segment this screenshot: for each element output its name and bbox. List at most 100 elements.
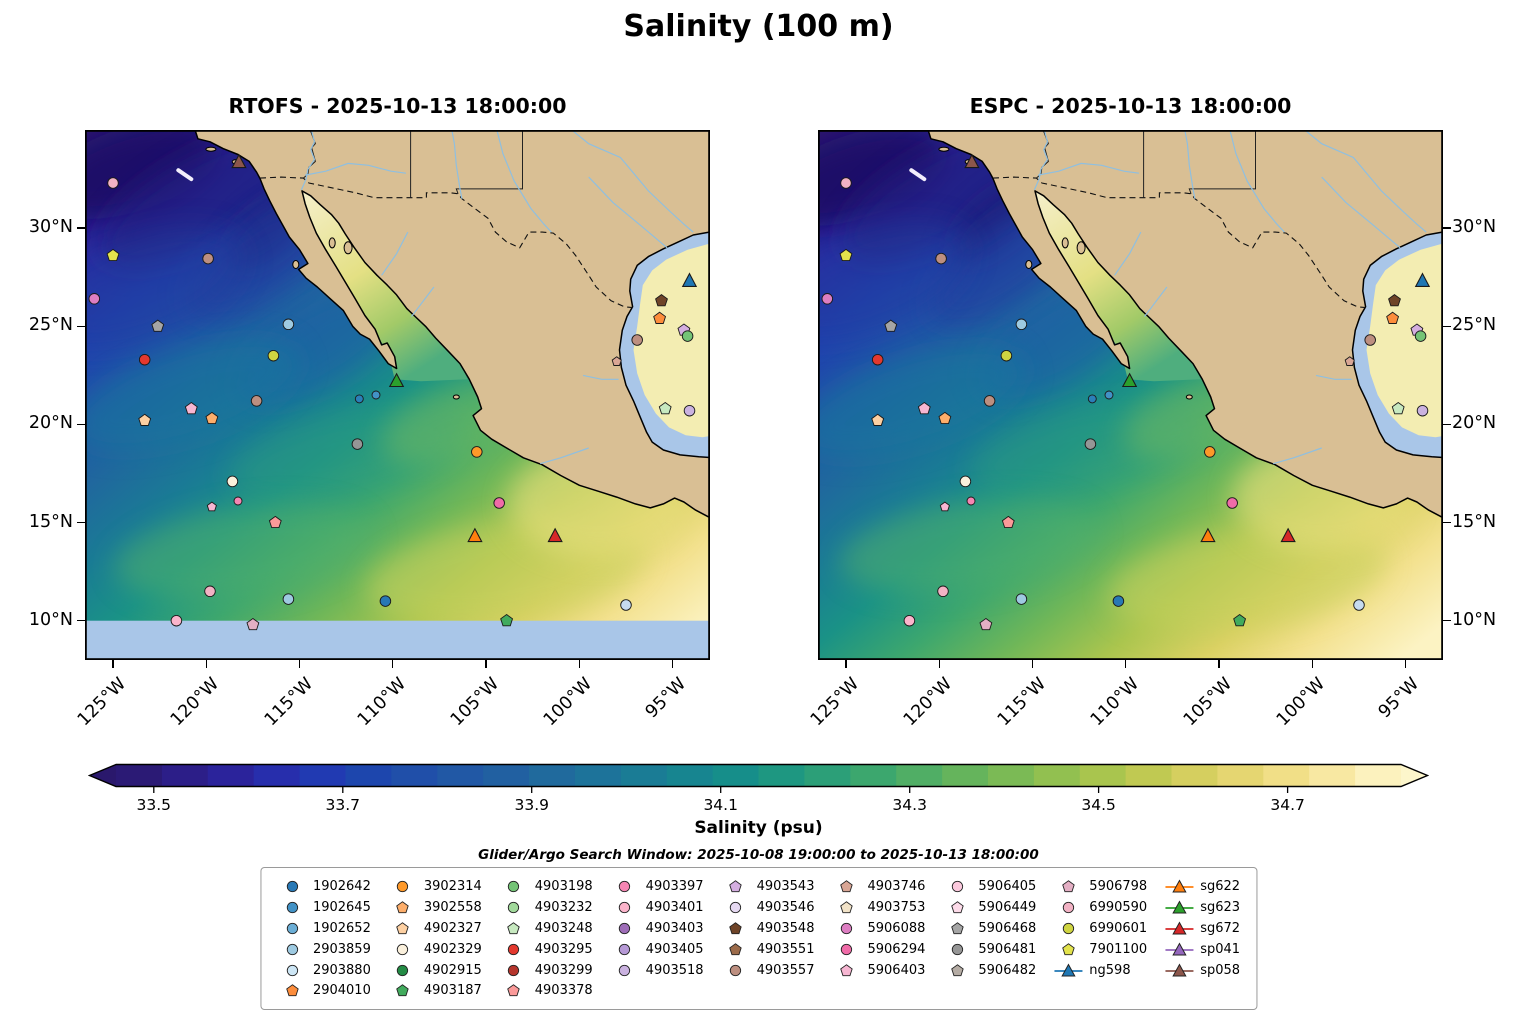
argo-float-marker xyxy=(871,413,885,426)
legend-entry: 1902645 xyxy=(277,897,371,918)
lon-tick xyxy=(392,660,394,668)
legend-entry: 4903548 xyxy=(721,918,815,939)
argo-float-marker xyxy=(1414,330,1427,342)
legend-marker-icon xyxy=(286,901,298,913)
legend-entry: 4903299 xyxy=(499,960,593,981)
legend-entry: 4903295 xyxy=(499,939,593,960)
legend-entry: 4903187 xyxy=(388,980,482,1001)
colorbar xyxy=(87,763,1430,796)
legend-marker-icon xyxy=(397,943,409,955)
legend-entry-label: 4903405 xyxy=(645,941,704,957)
legend-entry: 5906481 xyxy=(942,939,1036,960)
lon-tick-label: 125°W xyxy=(73,674,131,731)
legend-marker-icon xyxy=(729,921,742,934)
legend-marker-icon xyxy=(508,964,520,976)
legend-entry: sp058 xyxy=(1164,960,1240,981)
legend-marker-icon xyxy=(397,964,409,976)
legend-entry: 4902327 xyxy=(388,918,482,939)
legend-entry-label: 4903518 xyxy=(645,962,704,978)
argo-float-marker xyxy=(655,294,668,307)
colorbar-label: Salinity (psu) xyxy=(694,818,823,838)
argo-float-marker xyxy=(1104,390,1114,400)
legend-entry-label: 4903198 xyxy=(534,878,593,894)
legend-entry-label: 4903248 xyxy=(534,920,593,936)
lat-tick xyxy=(1443,325,1451,327)
legend-entry-label: 4903401 xyxy=(645,899,704,915)
island xyxy=(1061,237,1069,249)
legend-entry-label: 4903543 xyxy=(756,878,815,894)
argo-float-marker xyxy=(250,395,263,407)
argo-float-marker xyxy=(1364,334,1376,346)
lat-tick-label: 15°N xyxy=(1452,511,1497,532)
legend-entry-label: 5906482 xyxy=(978,962,1037,978)
glider-marker xyxy=(681,272,698,287)
argo-float-marker xyxy=(681,330,694,342)
argo-float-marker xyxy=(620,599,632,611)
lat-tick xyxy=(77,227,85,229)
lon-tick-label: 100°W xyxy=(540,674,597,731)
legend-entry-label: 4903548 xyxy=(756,920,815,936)
lon-tick xyxy=(1311,660,1314,668)
argo-float-marker xyxy=(937,585,949,598)
river xyxy=(1033,130,1049,191)
legend-entry: 5906405 xyxy=(942,876,1036,897)
argo-float-marker xyxy=(839,248,853,262)
legend-entry-label: 4902915 xyxy=(423,962,482,978)
legend-entry-label: 5906294 xyxy=(867,941,926,957)
legend-marker-icon xyxy=(619,943,631,955)
argo-float-marker xyxy=(267,349,280,362)
lon-tick-label: 125°W xyxy=(806,674,864,731)
argo-float-marker xyxy=(138,353,151,366)
island xyxy=(1025,260,1033,269)
argo-float-marker xyxy=(1015,593,1028,605)
legend-entry: 4903401 xyxy=(610,897,704,918)
lat-tick xyxy=(1443,423,1451,426)
argo-float-marker xyxy=(379,595,392,607)
legend-entry-label: 2903859 xyxy=(312,941,371,957)
legend-entry-label: 4903295 xyxy=(534,941,593,957)
argo-float-marker xyxy=(371,390,381,400)
legend-marker-icon xyxy=(286,943,298,955)
argo-float-marker xyxy=(151,319,165,332)
colorbar-outline xyxy=(87,763,1430,788)
legend-entry-label: 4903557 xyxy=(756,962,815,978)
colorbar-tick-label: 33.9 xyxy=(514,796,549,814)
argo-float-marker xyxy=(611,356,622,366)
lon-tick xyxy=(1031,660,1034,668)
map-panel-rtofs: RTOFS - 2025-10-13 18:00:00 30°N 25°N 20°N… xyxy=(29,94,710,730)
legend-marker-icon xyxy=(397,880,409,893)
argo-float-marker xyxy=(1344,356,1355,366)
legend-entry: 5906088 xyxy=(831,918,925,939)
lon-tick-label: 120°W xyxy=(167,674,224,731)
argo-float-marker xyxy=(202,252,214,265)
legend-entry: 4903543 xyxy=(721,876,815,897)
argo-float-marker xyxy=(205,411,219,425)
river xyxy=(1321,176,1401,249)
glider-track xyxy=(176,168,194,182)
river xyxy=(381,231,409,276)
lon-tick xyxy=(112,660,114,668)
legend-entry: 4903232 xyxy=(499,897,593,918)
lon-tick xyxy=(1218,660,1220,668)
argo-float-marker xyxy=(653,311,667,324)
legend-marker-icon xyxy=(619,964,631,976)
legend-entry-label: 4902329 xyxy=(423,941,482,957)
lat-tick-label: 30°N xyxy=(1452,217,1497,238)
river xyxy=(1114,231,1142,276)
legend-entry: 6990590 xyxy=(1053,897,1147,918)
argo-float-marker xyxy=(106,248,120,262)
legend-entry-label: sp058 xyxy=(1200,962,1241,978)
map-frame xyxy=(818,130,1443,660)
argo-float-marker xyxy=(1015,318,1028,331)
legend-entry-label: 3902558 xyxy=(423,899,482,915)
glider-marker xyxy=(1280,527,1296,543)
legend-entry-label: 4903753 xyxy=(867,899,926,915)
lon-tick xyxy=(578,660,581,668)
legend-entry: 1902642 xyxy=(277,876,371,897)
legend-entry-label: 5906449 xyxy=(978,899,1037,915)
lon-tick xyxy=(938,660,940,668)
legend-entry-label: sg623 xyxy=(1200,899,1241,915)
legend-marker-icon xyxy=(286,922,298,934)
river xyxy=(570,130,694,233)
lon-tick-label: 105°W xyxy=(447,674,504,731)
